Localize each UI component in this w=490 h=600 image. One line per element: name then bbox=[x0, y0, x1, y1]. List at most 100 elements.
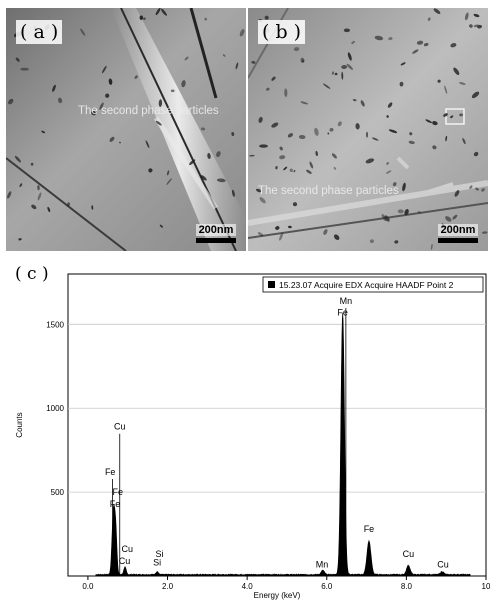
particle bbox=[37, 192, 42, 201]
particle bbox=[475, 187, 479, 191]
particle bbox=[473, 151, 479, 157]
particle bbox=[388, 37, 393, 41]
micrograph-b: ( b ) The second phase particles 200nm bbox=[248, 8, 488, 251]
particle bbox=[288, 225, 292, 229]
peak-label: Cu bbox=[122, 544, 134, 554]
particle bbox=[181, 80, 186, 88]
particle bbox=[292, 202, 298, 207]
particle bbox=[437, 79, 441, 83]
particle bbox=[445, 135, 448, 142]
particle bbox=[327, 132, 330, 135]
particle bbox=[47, 206, 51, 213]
particle bbox=[279, 146, 283, 151]
particle bbox=[386, 115, 389, 118]
particle bbox=[134, 75, 138, 79]
x-tick-label: 10 bbox=[482, 582, 490, 591]
particle bbox=[67, 202, 71, 207]
particle bbox=[417, 211, 422, 214]
peak-label: Cu bbox=[403, 549, 415, 559]
peak-label: Mn bbox=[340, 296, 353, 306]
particle bbox=[402, 182, 406, 192]
particle bbox=[473, 24, 480, 28]
particle bbox=[412, 49, 419, 54]
peak-label: Cu bbox=[114, 422, 126, 432]
legend-text: 15.23.07 Acquire EDX Acquire HAADF Point… bbox=[279, 280, 454, 290]
particle bbox=[167, 170, 170, 176]
particle bbox=[118, 141, 122, 144]
particle bbox=[346, 63, 353, 70]
particle bbox=[388, 129, 398, 134]
particle bbox=[91, 110, 96, 116]
particle bbox=[287, 133, 294, 138]
x-tick-label: 6.0 bbox=[321, 582, 333, 591]
particle bbox=[300, 57, 305, 63]
spectrum-series bbox=[95, 312, 471, 577]
particle bbox=[222, 54, 226, 57]
peak-label: Cu bbox=[437, 559, 449, 569]
particle bbox=[481, 231, 488, 234]
particle bbox=[279, 155, 286, 160]
particle bbox=[471, 91, 480, 99]
particle bbox=[365, 131, 369, 138]
particle bbox=[408, 140, 415, 145]
particle bbox=[80, 28, 86, 36]
particle bbox=[469, 185, 473, 189]
particle bbox=[200, 175, 207, 181]
particle bbox=[257, 232, 264, 237]
particle bbox=[343, 28, 350, 33]
particle bbox=[351, 40, 355, 45]
particle bbox=[394, 240, 399, 244]
particle bbox=[371, 137, 379, 141]
particle bbox=[259, 144, 268, 148]
peak-label: Fe bbox=[110, 499, 121, 509]
particle bbox=[231, 189, 235, 197]
peak-label: Fe bbox=[105, 467, 116, 477]
particle bbox=[355, 123, 360, 130]
particle bbox=[360, 100, 365, 107]
particle bbox=[309, 161, 314, 169]
peak-label: Fe bbox=[337, 308, 348, 318]
particle bbox=[18, 238, 22, 241]
x-tick-label: 4.0 bbox=[242, 582, 254, 591]
particle bbox=[251, 60, 256, 64]
scale-bar-b: 200nm bbox=[438, 224, 478, 243]
particle bbox=[464, 12, 469, 21]
particle bbox=[143, 17, 146, 20]
particle bbox=[298, 134, 306, 140]
scale-text-b: 200nm bbox=[438, 224, 478, 236]
particle bbox=[91, 205, 94, 210]
particle bbox=[184, 56, 189, 61]
particle bbox=[109, 136, 115, 142]
particle bbox=[99, 102, 104, 110]
plot-frame bbox=[67, 273, 487, 577]
particle bbox=[235, 62, 239, 70]
particle bbox=[139, 15, 144, 20]
particle bbox=[331, 153, 337, 159]
y-tick-label: 500 bbox=[51, 488, 65, 497]
particle bbox=[341, 64, 348, 70]
particle bbox=[204, 17, 207, 21]
particle bbox=[271, 76, 276, 81]
particle bbox=[397, 209, 404, 214]
particle bbox=[469, 24, 473, 28]
particle bbox=[264, 15, 269, 20]
particle bbox=[400, 62, 406, 66]
annotation-b: The second phase particles bbox=[258, 185, 399, 197]
particle bbox=[473, 13, 480, 18]
particle bbox=[409, 132, 413, 136]
particle bbox=[385, 170, 392, 174]
particle bbox=[19, 183, 23, 188]
particle bbox=[444, 85, 448, 94]
particle bbox=[314, 127, 319, 136]
scale-text-a: 200nm bbox=[196, 224, 236, 236]
particle bbox=[322, 83, 331, 89]
annotation-a: The second phase particles bbox=[78, 105, 219, 117]
particle bbox=[331, 71, 335, 75]
particle bbox=[452, 214, 458, 220]
particle bbox=[416, 40, 424, 45]
particle bbox=[258, 116, 263, 123]
particle bbox=[216, 178, 226, 183]
particle bbox=[432, 121, 438, 126]
particle bbox=[108, 78, 113, 85]
particle bbox=[334, 72, 338, 76]
